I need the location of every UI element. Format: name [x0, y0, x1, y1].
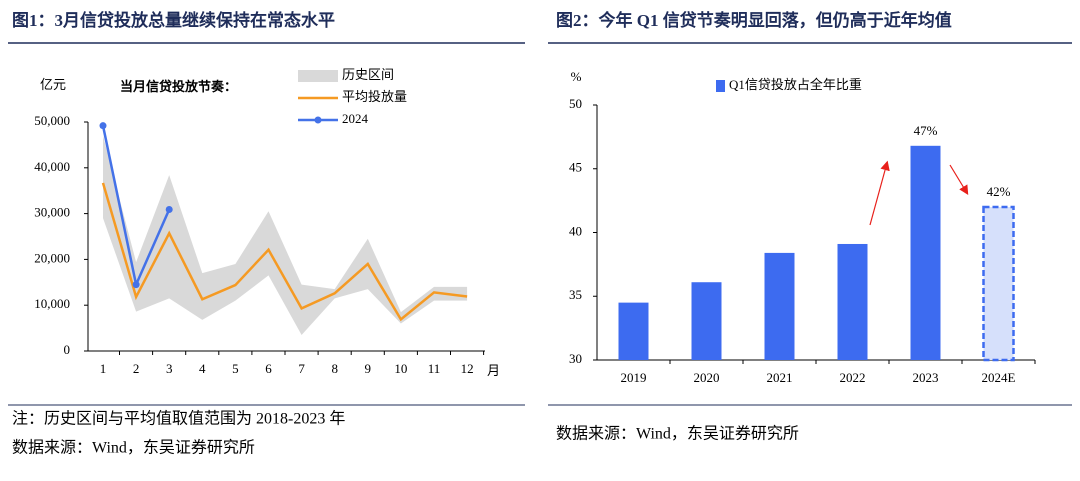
x-tick-label: 2024E	[982, 370, 1016, 385]
point	[165, 205, 173, 213]
legend-label: Q1信贷投放占全年比重	[729, 77, 862, 92]
y-tick-label: 40	[569, 223, 582, 238]
point	[99, 122, 107, 130]
x-tick-label: 10	[394, 361, 407, 376]
y-tick-label: 30	[569, 351, 582, 366]
x-tick-label: 11	[428, 361, 441, 376]
x-tick-label: 1	[100, 361, 107, 376]
x-tick-label: 2023	[913, 370, 939, 385]
x-tick-label: 2021	[767, 370, 793, 385]
y-tick-label: 10,000	[34, 296, 70, 311]
value-label: 47%	[914, 123, 938, 138]
legend-swatch	[298, 70, 338, 82]
point	[132, 281, 140, 289]
y-tick-label: 40,000	[34, 159, 70, 174]
y-tick-label: 35	[569, 287, 582, 302]
legend-marker	[314, 116, 322, 124]
bar	[764, 252, 795, 360]
bar	[910, 145, 941, 360]
legend-label: 历史区间	[342, 67, 394, 82]
source: 数据来源：Wind，东吴证券研究所	[12, 439, 255, 457]
legend-swatch	[716, 80, 725, 92]
y-tick-label: 30,000	[34, 205, 70, 220]
series-line	[101, 182, 468, 322]
arrow	[949, 164, 969, 196]
x-tick-label: 9	[365, 361, 372, 376]
subtitle: 当月信贷投放节奏：	[120, 79, 237, 94]
x-tick-label: 3	[166, 361, 173, 376]
legend-label: 平均投放量	[342, 89, 407, 104]
source: 数据来源：Wind，东吴证券研究所	[556, 425, 799, 443]
y-tick-label: 50	[569, 96, 582, 111]
x-tick-label: 8	[331, 361, 338, 376]
y-tick-label: 45	[569, 160, 582, 175]
x-tick-label: 12	[461, 361, 474, 376]
x-tick-label: 2020	[694, 370, 720, 385]
arrow	[869, 160, 890, 226]
bar	[618, 302, 649, 360]
y-tick-label: 50,000	[34, 113, 70, 128]
y-axis-label: 亿元	[40, 77, 66, 92]
bar	[982, 205, 1015, 362]
x-tick-label: 2	[133, 361, 140, 376]
x-tick-label: 5	[232, 361, 239, 376]
x-tick-label: 2019	[621, 370, 647, 385]
x-tick-label: 6	[265, 361, 272, 376]
y-tick-label: 20,000	[34, 250, 70, 265]
chart-title: 图2：今年 Q1 信贷节奏明显回落，但仍高于近年均值	[556, 10, 952, 30]
note: 注：历史区间与平均值取值范围为 2018-2023 年	[12, 410, 345, 428]
x-axis-label: 月	[487, 363, 500, 378]
x-tick-label: 7	[298, 361, 305, 376]
legend-label: 2024	[342, 111, 369, 126]
value-label: 42%	[987, 184, 1011, 199]
y-tick-label: 0	[64, 342, 71, 357]
bar	[691, 282, 722, 360]
x-tick-label: 4	[199, 361, 206, 376]
x-tick-label: 2022	[840, 370, 866, 385]
bar	[837, 243, 868, 360]
chart-title: 图1：3月信贷投放总量继续保持在常态水平	[12, 10, 335, 30]
y-axis-label: %	[571, 69, 582, 84]
